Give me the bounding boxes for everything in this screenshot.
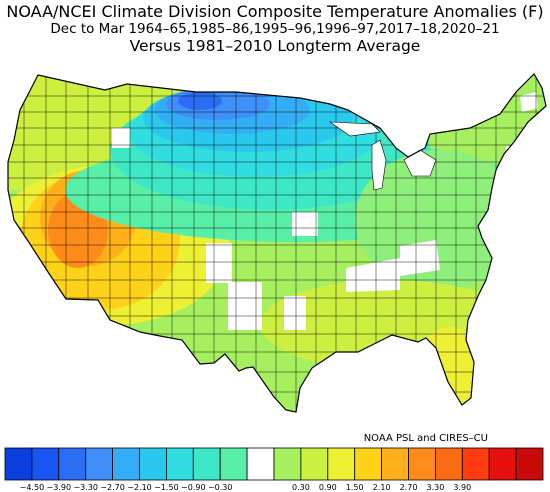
colorbar-bin: [58, 447, 87, 481]
data-credit: NOAA PSL and CIRES–CU: [363, 433, 488, 444]
colorbar-bin: [112, 447, 140, 481]
lake-superior: [328, 121, 381, 137]
colorbar-bin: [192, 447, 221, 481]
colorbar-tick-label: 1.50: [346, 483, 364, 492]
us-outline: [7, 73, 547, 413]
colorbar-bin: [219, 447, 248, 481]
colorbar-bin: [488, 447, 517, 481]
colorbar-tick-label: −3.90: [47, 483, 72, 492]
anomaly-fill-layer: [8, 74, 546, 412]
colorbar-bin: [165, 447, 194, 481]
colorbar-bin: [381, 447, 409, 481]
colorbar-bin: [515, 447, 544, 481]
colorbar-bin: [4, 447, 33, 481]
colorbar-bin: [354, 447, 383, 481]
colorbar-tick-label: −0.90: [181, 483, 206, 492]
lake-michigan: [371, 139, 387, 191]
colorbar-bin: [300, 447, 329, 481]
colorbar-bin: [31, 447, 60, 481]
colorbar-tick-label: −0.30: [208, 483, 233, 492]
colorbar-tick-label: 3.90: [453, 483, 471, 492]
colorbar-tick-label: 2.10: [373, 483, 391, 492]
colorbar-bin: [139, 447, 167, 481]
map-subtitle-baseline: Versus 1981–2010 Longterm Average: [129, 37, 421, 55]
colorbar-tick-label: 0.90: [319, 483, 337, 492]
colorbar-tick-label: 2.70: [400, 483, 418, 492]
colorbar-tick-label: −4.50: [20, 483, 45, 492]
colorbar-tick-label: −2.10: [127, 483, 152, 492]
map-subtitle-period: Dec to Mar 1964–65,1985–86,1995–96,1996–…: [50, 21, 500, 37]
colorbar-bin: [408, 447, 436, 481]
colorbar-bin: [273, 447, 302, 481]
colorbar-tick-label: 0.30: [292, 483, 310, 492]
colorbar-tick-label: −3.30: [73, 483, 98, 492]
colorbar-bin: [434, 447, 463, 481]
colorbar-bin: [327, 447, 356, 481]
colorbar-tick-label: −2.70: [100, 483, 125, 492]
colorbar-bin: [246, 447, 275, 481]
colorbar-bin: [85, 447, 113, 481]
map-title: NOAA/NCEI Climate Division Composite Tem…: [6, 2, 544, 21]
colorbar-tick-label: −1.50: [154, 483, 179, 492]
colorbar-bin: [461, 447, 490, 481]
colorbar-tick-label: 3.30: [426, 483, 444, 492]
